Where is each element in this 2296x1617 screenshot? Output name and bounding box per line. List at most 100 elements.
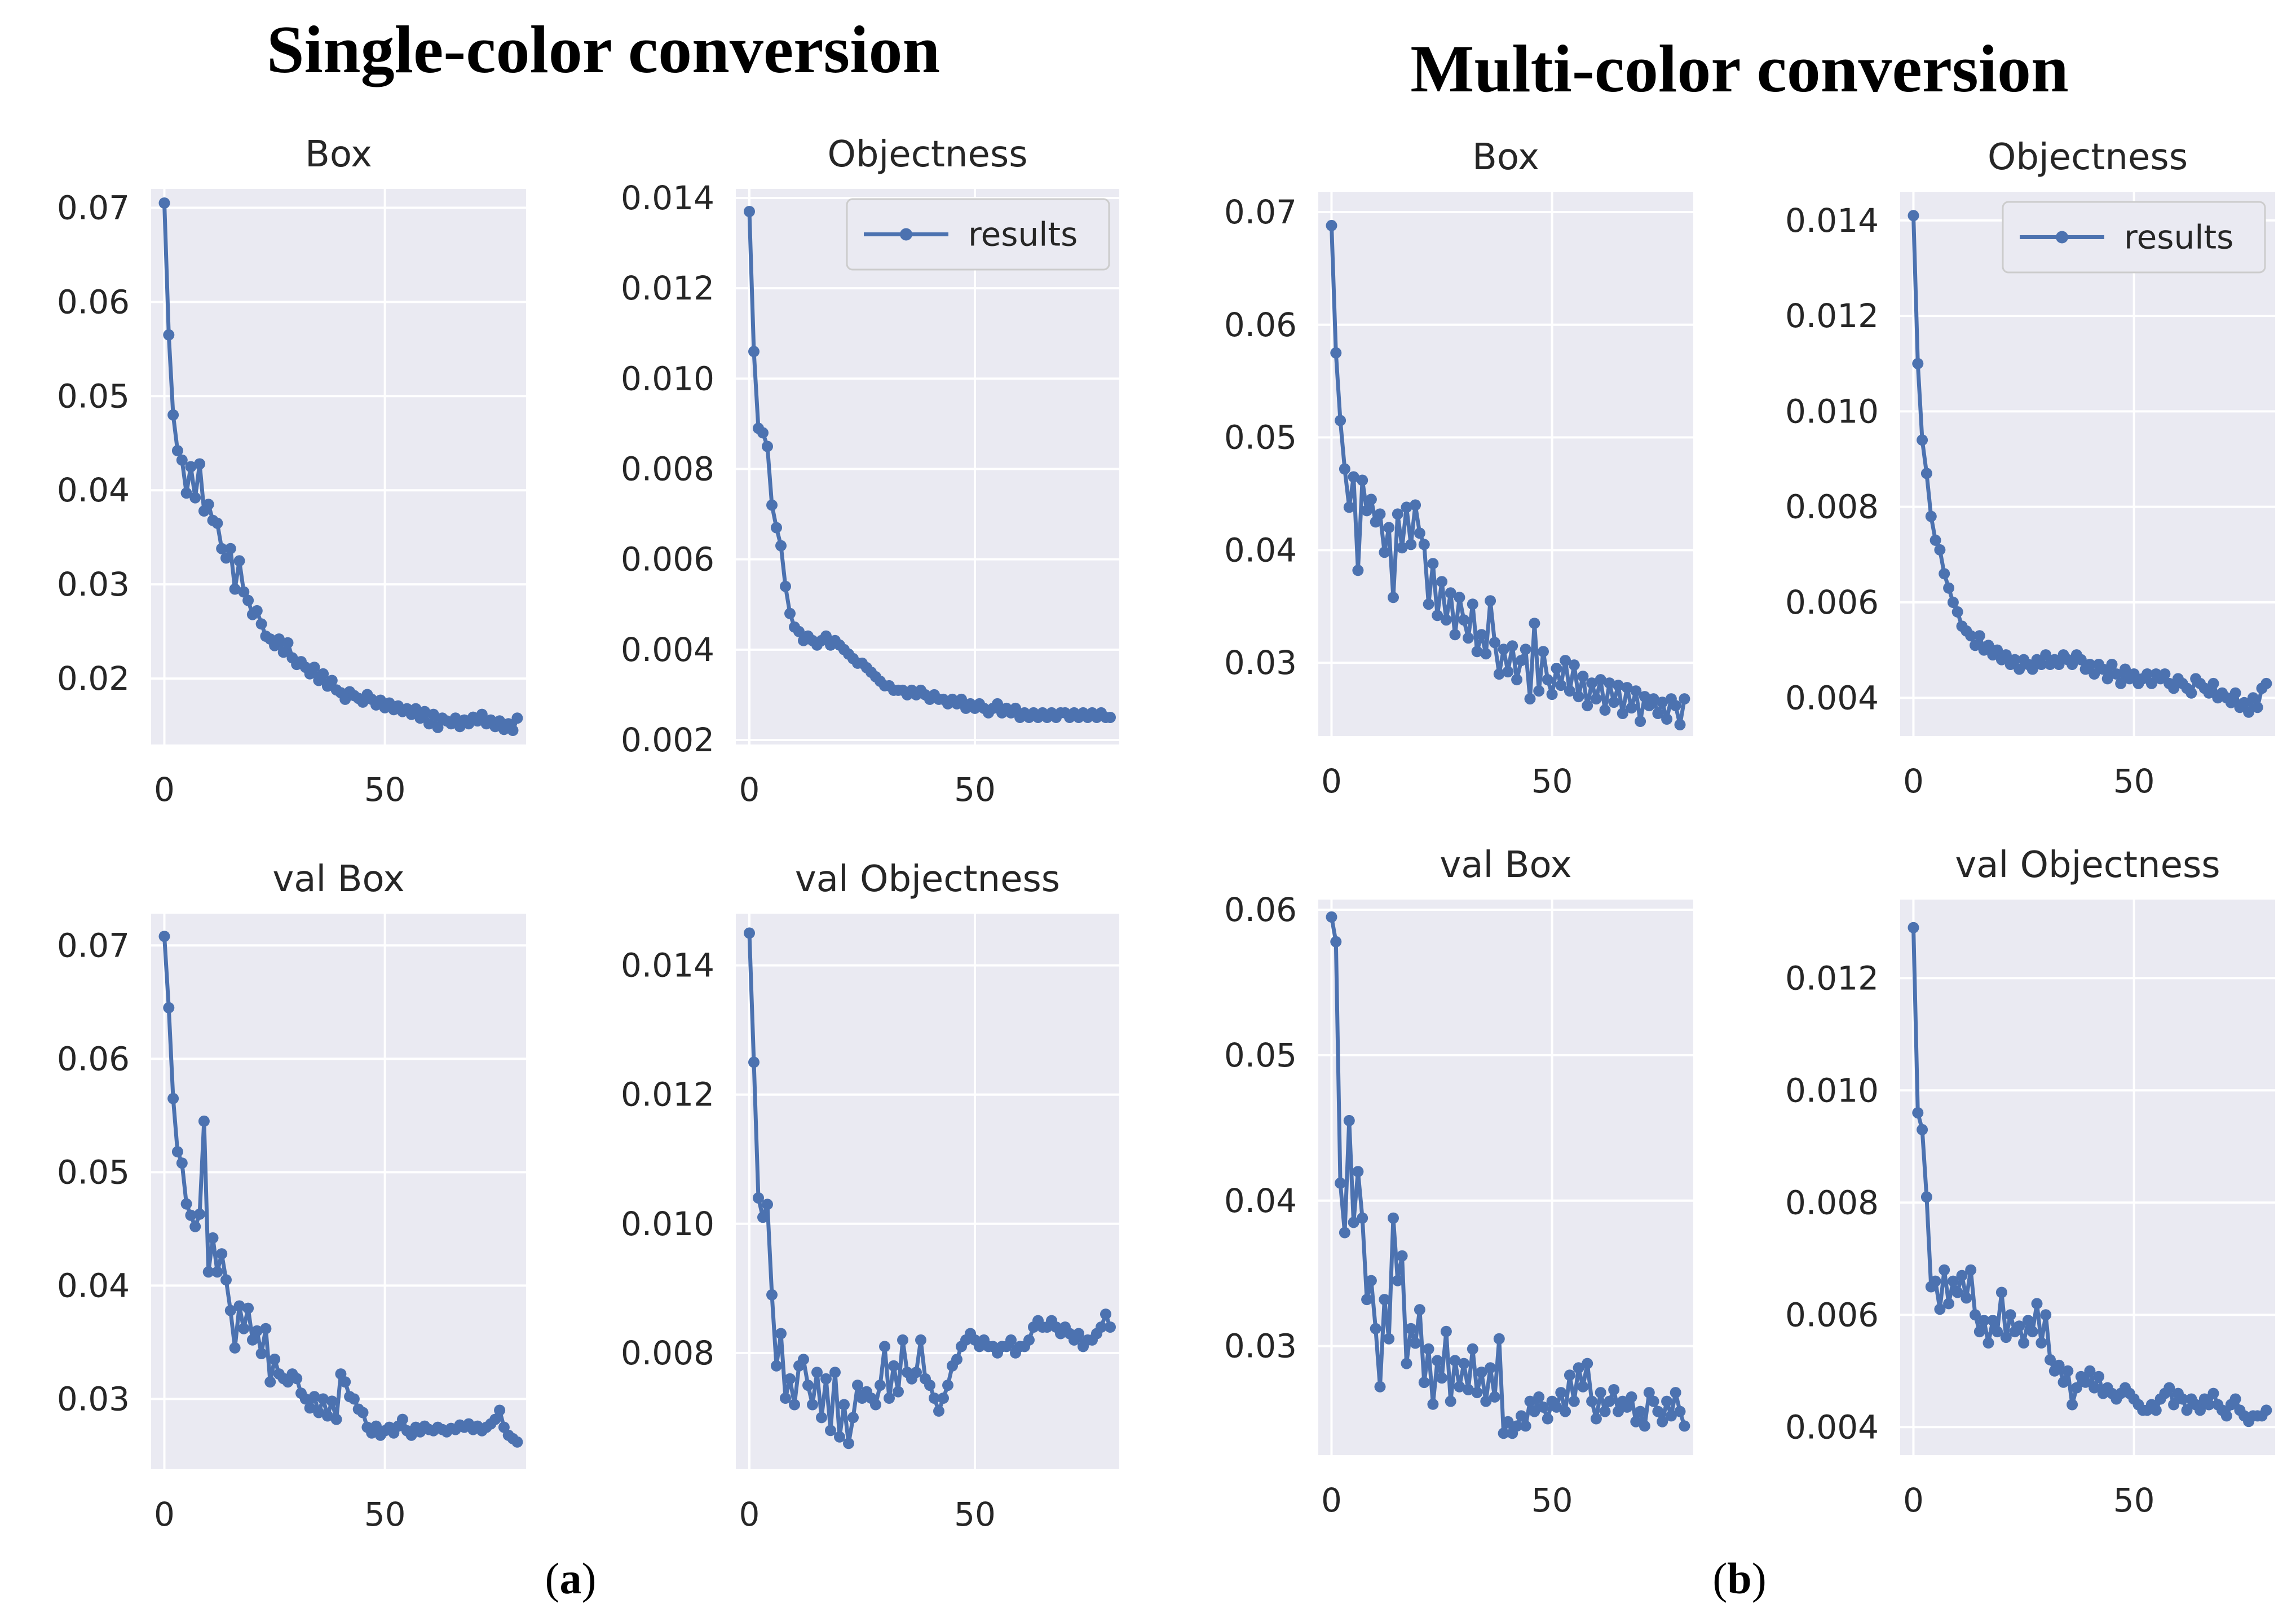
y-tick-label: 0.004 [1785, 1408, 1879, 1446]
data-point [1335, 415, 1346, 426]
data-point [1613, 1405, 1624, 1417]
data-point [762, 1199, 773, 1210]
data-point [277, 646, 289, 658]
data-point [820, 630, 832, 642]
data-point [1661, 713, 1673, 725]
data-point [1595, 674, 1606, 686]
data-point [1542, 674, 1553, 686]
y-tick-label: 0.03 [57, 1380, 130, 1418]
data-point [2247, 692, 2259, 704]
data-point [1374, 1381, 1386, 1393]
data-point [1515, 1410, 1527, 1422]
data-point [1383, 522, 1395, 534]
data-point [1670, 700, 1681, 712]
data-point [1524, 1395, 1536, 1407]
data-point [427, 708, 439, 720]
data-point [255, 618, 267, 630]
data-point [2260, 677, 2272, 689]
data-point [1657, 697, 1668, 708]
data-point [158, 197, 170, 209]
data-point [423, 718, 435, 730]
x-tick-label: 0 [739, 1495, 760, 1534]
data-point [1665, 1410, 1677, 1422]
data-point [1467, 598, 1478, 610]
data-point [242, 594, 254, 606]
plot-b-box: 0 50 0.03 0.04 0.05 0.06 0.07 Box [1224, 136, 1693, 800]
data-point [762, 440, 773, 452]
data-point [2018, 1337, 2030, 1349]
data-point [1100, 1308, 1111, 1320]
data-point [1674, 1405, 1686, 1417]
data-point [1617, 708, 1628, 719]
data-point [1418, 1377, 1430, 1389]
y-tick-label: 0.04 [57, 1266, 130, 1305]
data-point [1073, 1328, 1084, 1340]
data-point [1568, 1395, 1580, 1407]
data-point [1427, 558, 1439, 570]
right-group-title: Multi-color conversion [1410, 31, 2069, 106]
data-point [1961, 1292, 1972, 1304]
data-point [1577, 671, 1589, 682]
data-point [246, 1334, 258, 1346]
data-point [1956, 1270, 1968, 1281]
data-point [1418, 539, 1430, 550]
y-tick-label: 0.004 [621, 631, 714, 669]
data-point [2000, 649, 2012, 661]
data-point [1965, 1264, 1977, 1276]
data-point [304, 1402, 316, 1414]
data-point [1330, 347, 1342, 359]
data-point [317, 1393, 329, 1405]
y-tick-label: 0.05 [57, 377, 130, 415]
data-point [1555, 680, 1567, 691]
data-point [1652, 708, 1664, 719]
data-point [1604, 677, 1615, 689]
data-point [1965, 630, 1977, 642]
data-point [1436, 1372, 1448, 1384]
data-point [1432, 610, 1443, 622]
data-point [2207, 1387, 2219, 1399]
data-point [1005, 1334, 1017, 1346]
data-point [207, 1232, 219, 1244]
data-point [1471, 1387, 1483, 1399]
data-point [1379, 1294, 1390, 1306]
data-point [1507, 640, 1518, 652]
data-point [2163, 1382, 2175, 1394]
data-point [1908, 210, 1919, 222]
plots-layer: 0 50 0.02 0.03 0.04 0.05 0.06 0.07 Box 0 50 0.002 0.… [57, 134, 2275, 1534]
y-tick-label: 0.008 [621, 1334, 714, 1372]
y-tick-label: 0.06 [57, 1039, 130, 1078]
data-point [1379, 547, 1390, 558]
data-point [202, 1266, 214, 1278]
data-point [163, 329, 175, 341]
data-point [1560, 655, 1571, 667]
data-point [1652, 1405, 1664, 1417]
data-point [956, 693, 967, 705]
data-point [167, 409, 179, 421]
data-point [1661, 1395, 1673, 1407]
data-point [1485, 595, 1496, 607]
data-point [357, 1407, 369, 1418]
data-point [1970, 640, 1981, 651]
data-point [1943, 582, 1955, 594]
y-tick-label: 0.006 [1785, 1296, 1879, 1334]
legend-label: results [2124, 218, 2233, 257]
data-point [843, 1438, 854, 1449]
data-point [489, 1413, 501, 1425]
data-point [1912, 1107, 1924, 1119]
y-tick-label: 0.05 [1224, 418, 1297, 457]
data-point [1423, 1343, 1434, 1355]
data-point [1643, 1387, 1655, 1399]
data-point [2145, 677, 2157, 689]
data-point [1630, 685, 1642, 697]
data-point [1608, 697, 1620, 708]
data-point [1454, 592, 1465, 603]
plot-title: val Objectness [1955, 844, 2220, 886]
data-point [1635, 1405, 1646, 1417]
data-point [780, 580, 791, 592]
data-point [233, 555, 245, 567]
y-tick-label: 0.008 [1785, 488, 1879, 526]
y-tick-label: 0.014 [621, 946, 714, 985]
y-tick-label: 0.008 [621, 450, 714, 488]
data-point [1440, 1325, 1452, 1337]
data-point [2229, 1393, 2241, 1405]
